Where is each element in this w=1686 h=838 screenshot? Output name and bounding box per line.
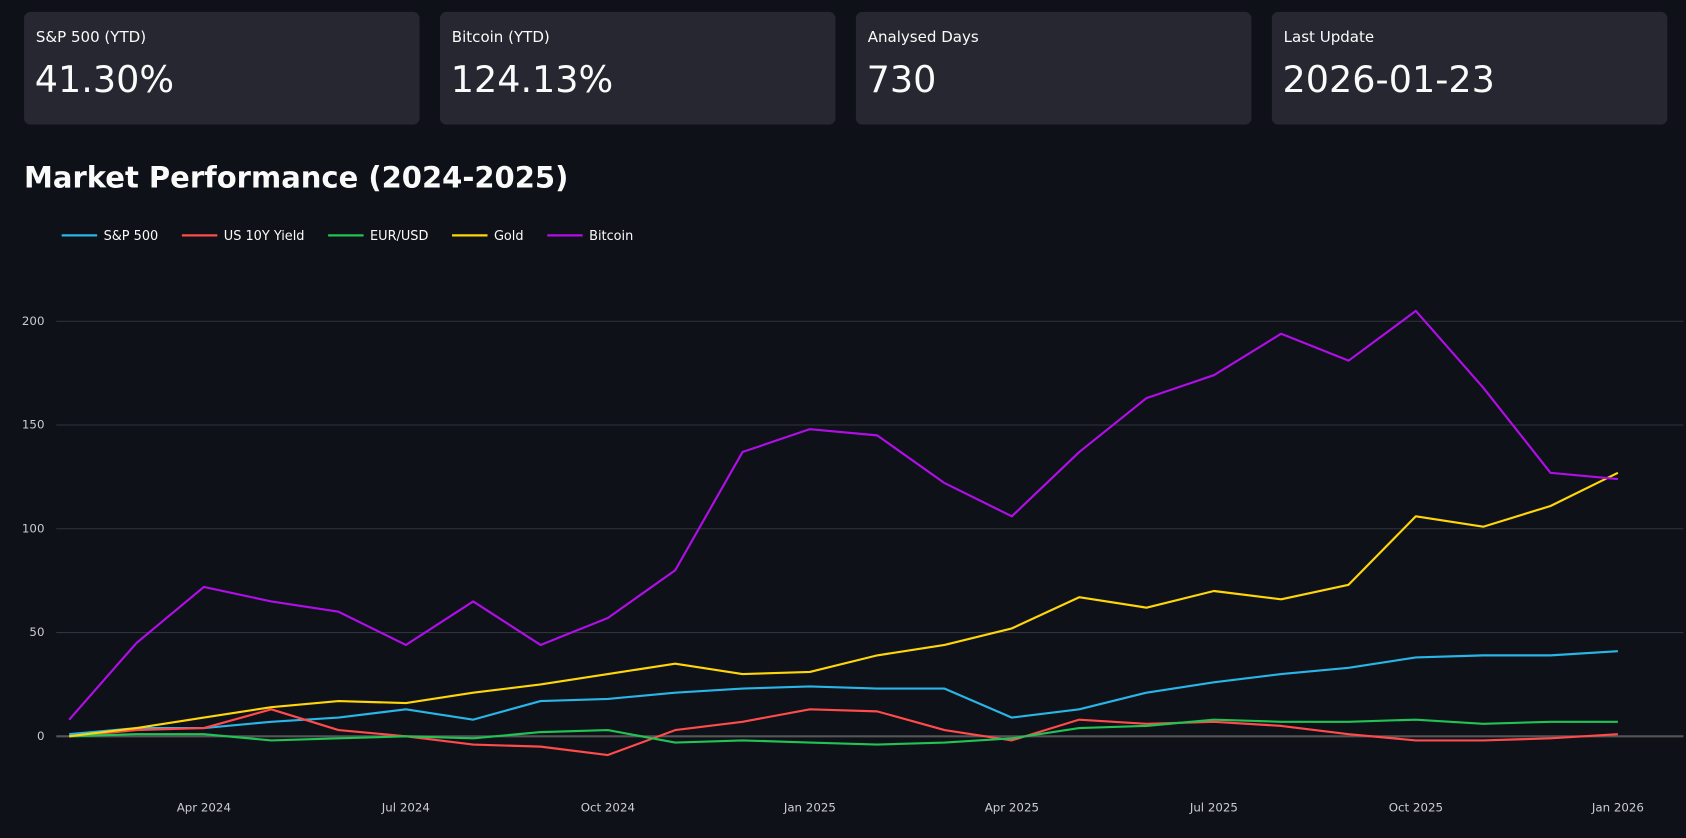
y-tick-label: 200 bbox=[22, 314, 45, 328]
y-tick-label: 150 bbox=[22, 418, 45, 432]
y-tick-label: 100 bbox=[22, 521, 45, 535]
series-line bbox=[69, 718, 1618, 746]
x-tick-label: Jan 2025 bbox=[783, 801, 836, 815]
metric-card bbox=[439, 11, 836, 125]
series-line bbox=[68, 309, 1618, 721]
metric-value: 2026-01-23 bbox=[1283, 58, 1495, 101]
x-tick-label: Oct 2024 bbox=[581, 801, 635, 815]
series-line bbox=[69, 471, 1619, 738]
series-line bbox=[69, 650, 1618, 736]
x-tick-label: Jul 2025 bbox=[1189, 801, 1238, 815]
x-tick-label: Apr 2024 bbox=[177, 801, 231, 815]
metric-card bbox=[855, 11, 1252, 125]
legend-label: US 10Y Yield bbox=[224, 229, 305, 244]
metric-value: 730 bbox=[867, 58, 937, 101]
series-line bbox=[69, 708, 1618, 757]
y-tick-label: 0 bbox=[37, 729, 45, 743]
metric-label: Analysed Days bbox=[868, 28, 979, 46]
x-tick-label: Jan 2026 bbox=[1591, 801, 1644, 815]
legend-label: Bitcoin bbox=[589, 229, 633, 244]
metric-label: Bitcoin (YTD) bbox=[452, 28, 550, 46]
x-tick-label: Oct 2025 bbox=[1389, 801, 1443, 815]
y-tick-label: 50 bbox=[29, 625, 44, 639]
metric-card bbox=[24, 11, 420, 125]
legend-label: Gold bbox=[494, 229, 524, 244]
x-tick-label: Jul 2024 bbox=[381, 801, 430, 815]
metric-label: S&P 500 (YTD) bbox=[36, 28, 146, 46]
chart-title: Market Performance (2024-2025) bbox=[24, 160, 568, 194]
metric-value: 41.30% bbox=[35, 58, 174, 101]
legend-label: EUR/USD bbox=[370, 229, 428, 244]
metric-label: Last Update bbox=[1284, 28, 1375, 46]
x-tick-label: Apr 2025 bbox=[985, 801, 1039, 815]
legend-label: S&P 500 bbox=[104, 229, 159, 244]
metric-value: 124.13% bbox=[451, 58, 614, 101]
metric-card bbox=[1271, 11, 1668, 125]
